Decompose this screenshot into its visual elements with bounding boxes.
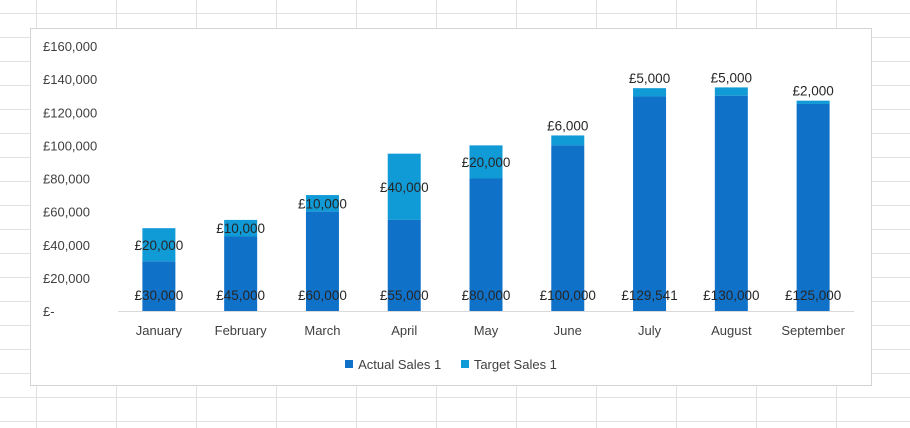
bar-actual[interactable]: [633, 96, 667, 311]
y-tick-label: £20,000: [43, 271, 90, 286]
y-tick-label: £120,000: [43, 105, 97, 120]
legend-item-actual[interactable]: Actual Sales 1: [345, 357, 441, 372]
x-tick-label: June: [554, 323, 582, 338]
chart-area[interactable]: £- £20,000 £40,000 £60,000 £80,000 £100,000 £1…: [30, 28, 872, 386]
x-axis-ticks: January February March April May June July Augu…: [136, 323, 846, 338]
data-label-actual: £80,000: [462, 288, 511, 303]
legend-item-target[interactable]: Target Sales 1: [460, 356, 557, 372]
data-label-actual: £130,000: [703, 288, 759, 303]
bar-actual[interactable]: [224, 236, 258, 311]
bar-actual[interactable]: [387, 219, 421, 311]
stacked-bar-chart: £- £20,000 £40,000 £60,000 £80,000 £100,000 £1…: [43, 39, 854, 338]
data-label-actual: £100,000: [540, 288, 596, 303]
data-label-actual: £60,000: [298, 288, 347, 303]
data-label-target: £2,000: [792, 84, 833, 99]
x-tick-label: February: [215, 323, 268, 338]
y-tick-label: £160,000: [43, 39, 97, 54]
legend-label-target: Target Sales 1: [473, 356, 557, 372]
data-label-target: £5,000: [711, 70, 752, 85]
bar-target[interactable]: [142, 228, 176, 262]
data-label-actual: £129,541: [621, 288, 677, 303]
x-tick-label: January: [136, 323, 183, 338]
x-tick-label: July: [638, 323, 662, 338]
legend-swatch-target: [460, 360, 469, 368]
x-tick-label: May: [474, 323, 499, 338]
bar-target[interactable]: [387, 153, 421, 220]
y-tick-label: £80,000: [43, 172, 90, 187]
data-label-actual: £30,000: [134, 288, 183, 303]
bar-actual[interactable]: [551, 145, 585, 311]
bar-target[interactable]: [224, 219, 258, 237]
data-label-target: £20,000: [134, 238, 183, 253]
x-tick-label: April: [391, 323, 417, 338]
data-label-target: £6,000: [547, 118, 588, 133]
bar-target[interactable]: [469, 145, 503, 179]
y-axis-ticks: £- £20,000 £40,000 £60,000 £80,000 £100,000 £1…: [43, 39, 97, 319]
bar-actual[interactable]: [305, 211, 339, 311]
x-tick-label: August: [711, 323, 752, 338]
legend: Actual Sales 1 Target Sales 1: [31, 356, 871, 372]
bar-target[interactable]: [633, 88, 667, 97]
bar-target[interactable]: [714, 87, 748, 96]
data-label-actual: £125,000: [785, 288, 841, 303]
data-label-target: £5,000: [629, 71, 670, 86]
bar-target[interactable]: [796, 100, 830, 104]
bar-target[interactable]: [551, 135, 585, 146]
bar-actual[interactable]: [796, 103, 830, 311]
y-tick-label: £140,000: [43, 72, 97, 87]
data-labels: £30,000 £20,000 £45,000 £10,000 £60,000 £10,0…: [134, 70, 841, 303]
y-tick-label: £-: [43, 304, 55, 319]
bar-actual[interactable]: [142, 261, 176, 311]
legend-swatch-actual: [345, 360, 354, 368]
bar-series: [142, 87, 830, 312]
data-label-target: £10,000: [216, 221, 265, 236]
y-tick-label: £100,000: [43, 138, 97, 153]
x-tick-label: March: [304, 323, 340, 338]
y-tick-label: £40,000: [43, 238, 90, 253]
y-tick-label: £60,000: [43, 205, 90, 220]
legend-label-actual: Actual Sales 1: [358, 356, 442, 372]
bar-target[interactable]: [305, 195, 339, 212]
data-label-actual: £55,000: [380, 288, 429, 303]
bar-actual[interactable]: [714, 95, 748, 311]
data-label-target: £10,000: [298, 196, 347, 211]
data-label-target: £20,000: [462, 155, 511, 170]
data-label-target: £40,000: [380, 180, 429, 195]
x-tick-label: September: [781, 323, 845, 338]
data-label-actual: £45,000: [216, 288, 265, 303]
bar-actual[interactable]: [469, 178, 503, 312]
